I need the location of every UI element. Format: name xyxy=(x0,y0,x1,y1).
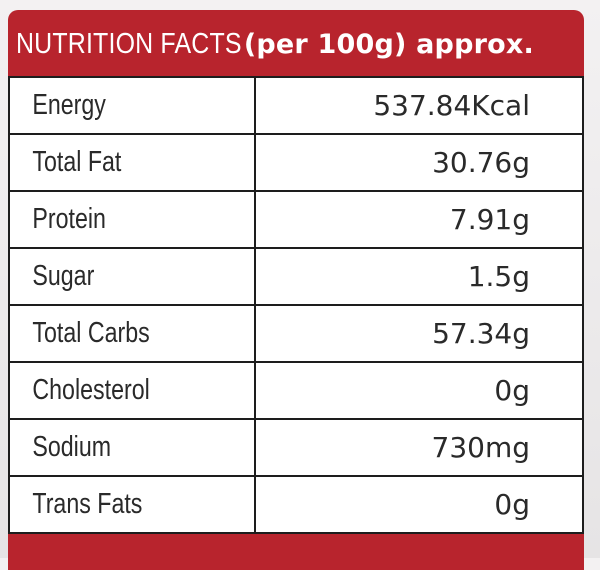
nutrition-title-suffix: (per 100g) approx. xyxy=(243,28,534,60)
nutrition-header: NUTRITION FACTS (per 100g) approx. xyxy=(8,10,584,76)
table-row: Protein 7.91g xyxy=(10,190,582,249)
nutrient-value-cell: 730mg xyxy=(254,418,582,477)
nutrition-facts-panel: NUTRITION FACTS (per 100g) approx. Energ… xyxy=(8,10,584,570)
nutrient-value: 0g xyxy=(494,374,530,407)
nutrient-label-cell: Cholesterol xyxy=(10,361,256,420)
nutrient-label-cell: Sodium xyxy=(10,418,256,477)
nutrient-value: 730mg xyxy=(431,431,531,464)
nutrient-label-cell: Total Carbs xyxy=(10,304,256,363)
nutrient-label-cell: Protein xyxy=(10,190,256,249)
nutrient-value: 57.34g xyxy=(432,317,530,350)
table-row: Sodium 730mg xyxy=(10,418,582,477)
table-row: Energy 537.84Kcal xyxy=(10,76,582,135)
nutrient-value-cell: 537.84Kcal xyxy=(254,76,582,135)
nutrient-value: 0g xyxy=(494,488,530,521)
nutrient-name: Trans Fats xyxy=(32,488,143,520)
nutrient-label-cell: Total Fat xyxy=(10,133,256,192)
nutrition-table: Energy 537.84Kcal Total Fat 30.76g Prote… xyxy=(10,76,582,534)
table-row: Total Carbs 57.34g xyxy=(10,304,582,363)
table-row: Sugar 1.5g xyxy=(10,247,582,306)
nutrient-name: Energy xyxy=(32,89,106,121)
nutrition-table-wrapper: Energy 537.84Kcal Total Fat 30.76g Prote… xyxy=(8,76,584,534)
nutrient-value-cell: 1.5g xyxy=(254,247,582,306)
nutrient-name: Total Fat xyxy=(32,146,122,178)
nutrition-title-main: NUTRITION FACTS xyxy=(16,27,242,60)
nutrient-value-cell: 0g xyxy=(254,361,582,420)
nutrient-value-cell: 7.91g xyxy=(254,190,582,249)
nutrient-value: 7.91g xyxy=(449,203,530,236)
table-row: Cholesterol 0g xyxy=(10,361,582,420)
nutrient-value: 1.5g xyxy=(467,260,530,293)
table-row: Total Fat 30.76g xyxy=(10,133,582,192)
nutrient-value: 537.84Kcal xyxy=(373,89,530,122)
nutrient-name: Cholesterol xyxy=(32,374,150,406)
nutrient-label-cell: Trans Fats xyxy=(10,475,256,534)
nutrient-name: Protein xyxy=(32,203,106,235)
nutrient-value-cell: 30.76g xyxy=(254,133,582,192)
nutrient-value-cell: 57.34g xyxy=(254,304,582,363)
nutrient-value-cell: 0g xyxy=(254,475,582,534)
nutrition-title: NUTRITION FACTS (per 100g) approx. xyxy=(8,26,534,61)
nutrient-name: Total Carbs xyxy=(32,317,150,349)
nutrient-label-cell: Sugar xyxy=(10,247,256,306)
nutrient-name: Sodium xyxy=(32,431,112,463)
table-row: Trans Fats 0g xyxy=(10,475,582,534)
nutrient-name: Sugar xyxy=(32,260,95,292)
nutrient-label-cell: Energy xyxy=(10,76,256,135)
nutrient-value: 30.76g xyxy=(432,146,530,179)
